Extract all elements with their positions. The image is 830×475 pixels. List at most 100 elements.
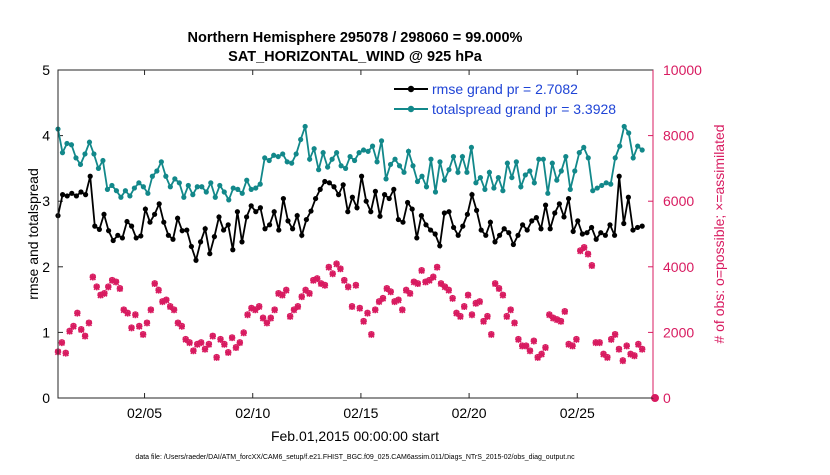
obs-assimilated-point xyxy=(244,311,251,319)
totalspread-point xyxy=(459,153,466,160)
totalspread-point xyxy=(118,194,124,200)
obs-assimilated-point xyxy=(286,313,294,320)
rmse-point xyxy=(519,222,526,228)
rmse-point xyxy=(92,223,98,229)
obs-assimilated-point xyxy=(499,292,507,299)
rmse-point xyxy=(230,247,236,253)
obs-assimilated-point xyxy=(561,308,569,315)
rmse-point xyxy=(151,211,158,217)
obs-assimilated-point xyxy=(139,331,147,338)
rmse-point xyxy=(496,232,503,238)
totalspread-point xyxy=(500,188,506,194)
totalspread-point xyxy=(203,189,209,195)
obs-assimilated-point xyxy=(213,354,220,361)
y-right-tick-label: 6000 xyxy=(663,193,694,209)
totalspread-point xyxy=(468,144,475,151)
rmse-point xyxy=(64,193,70,199)
rmse-point xyxy=(598,230,604,236)
obs-assimilated-point xyxy=(627,351,634,358)
rmse-point xyxy=(133,235,139,241)
rmse-point xyxy=(561,214,567,220)
obs-assimilated-point xyxy=(464,292,472,299)
totalspread-point xyxy=(437,159,443,165)
totalspread-point xyxy=(581,144,587,151)
rmse-point xyxy=(78,189,84,195)
obs-assimilated-point xyxy=(101,290,108,297)
totalspread-point xyxy=(199,184,205,190)
totalspread-point xyxy=(360,147,367,153)
rmse-point xyxy=(124,218,130,225)
obs-assimilated-point xyxy=(136,323,143,330)
obs-assimilated-point xyxy=(275,290,282,297)
rmse-point xyxy=(317,186,323,192)
obs-assimilated-point xyxy=(472,300,480,307)
totalspread-point xyxy=(334,150,340,156)
rmse-point xyxy=(69,190,75,196)
obs-assimilated-point xyxy=(341,277,348,284)
rmse-point xyxy=(575,218,581,224)
obs-assimilated-point xyxy=(580,244,588,251)
y-left-tick-label: 4 xyxy=(42,128,50,144)
rmse-point xyxy=(105,228,112,234)
obs-assimilated-point xyxy=(333,260,340,268)
obs-assimilated-point xyxy=(372,306,379,314)
totalspread-point xyxy=(495,174,501,181)
totalspread-point xyxy=(217,182,223,189)
obs-assimilated-point xyxy=(108,277,116,284)
obs-assimilated-point xyxy=(553,316,561,324)
totalspread-point xyxy=(387,161,394,168)
totalspread-point xyxy=(329,156,335,162)
totalspread-point xyxy=(86,139,93,145)
totalspread-point xyxy=(221,189,227,195)
rmse-point xyxy=(391,186,397,192)
totalspread-point xyxy=(82,151,88,157)
totalspread-point xyxy=(419,173,425,179)
obs-assimilated-point xyxy=(259,315,267,322)
totalspread-point xyxy=(73,155,79,161)
rmse-point xyxy=(253,209,259,215)
totalspread-point xyxy=(275,153,281,160)
totalspread-point xyxy=(414,178,421,185)
y-left-tick-label: 1 xyxy=(42,324,50,340)
totalspread-point xyxy=(558,168,564,174)
rmse-point xyxy=(441,210,447,216)
rmse-point xyxy=(634,224,641,231)
rmse-point xyxy=(115,232,121,238)
obs-assimilated-point xyxy=(569,342,576,350)
obs-assimilated-point xyxy=(66,328,73,335)
rmse-point xyxy=(607,222,613,228)
totalspread-point xyxy=(257,181,263,187)
totalspread-point xyxy=(163,173,169,179)
obs-assimilated-point xyxy=(437,280,445,288)
obs-assimilated-point xyxy=(542,344,549,352)
obs-assimilated-point xyxy=(615,346,623,353)
right-axis-label: # of obs: o=possible; ×=assimilated xyxy=(711,124,727,343)
obs-assimilated-point xyxy=(78,326,85,333)
totalspread-point xyxy=(280,151,286,157)
totalspread-point xyxy=(369,143,376,149)
rmse-point xyxy=(556,201,562,207)
obs-assimilated-point xyxy=(348,303,356,311)
rmse-point xyxy=(73,193,79,199)
obs-assimilated-point xyxy=(321,282,329,289)
totalspread-point xyxy=(298,136,304,143)
totalspread-point xyxy=(455,169,461,175)
rmse-point xyxy=(584,230,590,236)
obs-assimilated-point xyxy=(186,339,193,347)
rmse-point xyxy=(423,222,429,228)
totalspread-point xyxy=(428,156,434,162)
rmse-point xyxy=(611,232,618,238)
totalspread-point xyxy=(235,186,241,192)
totalspread-point xyxy=(244,177,250,183)
rmse-point xyxy=(616,173,622,179)
totalspread-point xyxy=(635,143,641,149)
rmse-point xyxy=(400,219,406,225)
obs-assimilated-point xyxy=(201,346,209,353)
totalspread-point xyxy=(639,147,645,153)
totalspread-point xyxy=(545,190,551,196)
obs-assimilated-point xyxy=(232,344,240,352)
rmse-point xyxy=(87,173,93,179)
totalspread-point xyxy=(590,188,596,194)
obs-assimilated-point xyxy=(236,339,244,347)
totalspread-point xyxy=(181,194,187,200)
